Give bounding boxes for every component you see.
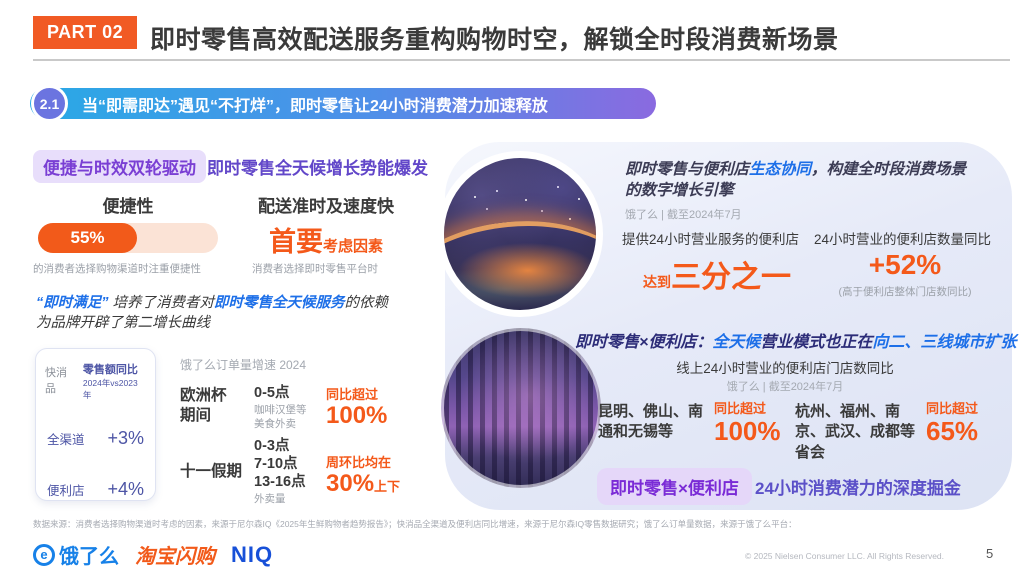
quote-text-1: 培养了消费者对: [108, 295, 215, 311]
headline-text: 即时零售与便利店: [625, 161, 750, 178]
conclusion-tag-text: 24小时消费潜力的深度掘金: [755, 479, 961, 498]
stat-col1-label: 提供24小时营业服务的便利店: [622, 232, 800, 247]
stat-block: 同比超过 65%: [926, 398, 978, 446]
order-growth-caption: 饿了么订单量增速 2024: [180, 358, 307, 372]
period-label: 欧洲杯 期间: [180, 387, 227, 425]
stat-label: 同比超过: [326, 387, 379, 402]
expansion-headline: 即时零售×便利店：全天候营业模式也正在向二、三线城市扩张: [575, 328, 1017, 352]
fmcg-row-label: 全渠道: [47, 433, 85, 447]
cities-group: 杭州、福州、南京、武汉、成都等省会: [795, 403, 916, 461]
part-badge: PART 02: [33, 16, 138, 49]
left-topic-badge: 便捷与时效双轮驱动: [33, 150, 206, 183]
cities-group: 昆明、佛山、南通和无锡等: [598, 403, 704, 441]
time-range: 0-3点 7-10点 13-16点: [254, 438, 306, 491]
eleme-logo-icon: e: [33, 543, 55, 566]
time-detail: 咖啡汉堡等 美食外卖: [254, 404, 307, 430]
stat-col2-label: 24小时营业的便利店数量同比: [814, 232, 992, 247]
data-source-note: 饿了么 | 截至2024年7月: [726, 381, 844, 393]
fmcg-metric-title: 零售额同比: [82, 364, 138, 376]
table-row: 便利店 +4%: [45, 479, 146, 500]
stat-big-value: 三分之一: [671, 261, 791, 294]
city-skyline-photo: [441, 328, 601, 488]
niq-logo: NIQ: [231, 541, 274, 567]
stat-value-number: 30%: [326, 470, 375, 497]
headline-text: 即时零售×便利店：: [575, 334, 713, 351]
delivery-stat-big: 首要: [268, 227, 323, 257]
highway-night-photo: [437, 151, 603, 317]
footer-logos: e 饿了么 淘宝闪购 NIQ: [33, 540, 273, 569]
stat-value: 100%: [326, 402, 388, 429]
table-row: 全渠道 +3%: [45, 428, 146, 449]
fmcg-row-label: 便利店: [47, 484, 85, 498]
data-source-note: 饿了么 | 截至2024年7月: [625, 209, 742, 221]
quote-line-2: 为品牌开辟了第二增长曲线: [36, 315, 210, 332]
insight-quote: “即时满足” 培养了消费者对即时零售全天候服务的依赖 为品牌开辟了第二增长曲线: [36, 293, 436, 334]
eleme-logo: e 饿了么: [33, 540, 119, 569]
left-headline: 即时零售全天候增长势能爆发: [207, 159, 428, 178]
stat-value: 65%: [926, 416, 979, 446]
stat-col2-note: (高于便利店整体门店数同比): [838, 286, 972, 298]
headline-highlight: 生态协同: [749, 161, 812, 178]
expansion-subtitle: 线上24小时营业的便利店门店数同比: [676, 361, 894, 376]
stat-label: 同比超过: [714, 401, 767, 416]
convenience-title: 便捷性: [102, 197, 154, 216]
stat-value-suffix: 上下: [374, 479, 401, 494]
headline-highlight: 向二、三线城市扩张: [872, 334, 1017, 351]
copyright-text: © 2025 Nielsen Consumer LLC. All Rights …: [745, 551, 945, 561]
fmcg-category: 快消品: [45, 367, 67, 395]
page-title: 即时零售高效配送服务重构购物时空，解锁全时段消费新场景: [150, 26, 839, 54]
stat-prefix: 达到: [643, 274, 671, 290]
fmcg-metric-period: 2024年vs2023年: [82, 378, 138, 400]
stat-value: 100%: [714, 416, 781, 446]
fmcg-row-value: +3%: [107, 428, 144, 448]
delivery-stat: 首要考虑因素: [240, 220, 412, 259]
section-title: 当“即需即达”遇见“不打烊”，即时零售让24小时消费潜力加速释放: [82, 97, 548, 115]
stat-block: 周环比均在 30%上下: [326, 452, 400, 497]
time-block: 0-3点 7-10点 13-16点 外卖量: [254, 437, 306, 507]
stat-label: 周环比均在: [326, 455, 392, 470]
delivery-caption: 消费者选择即时零售平台时: [252, 263, 378, 275]
convenience-progress-bar: 55%: [38, 223, 218, 253]
fmcg-row-value: +4%: [107, 479, 144, 499]
stat-col1-value: 达到三分之一: [622, 252, 812, 296]
ecosystem-headline: 即时零售与便利店生态协同，构建全时段消费场景的数字增长引擎: [625, 160, 977, 202]
footnote-source: 数据来源：消费者选择购物渠道时考虑的因素，来源于尼尔森IQ《2025年生鲜购物者…: [33, 519, 797, 529]
convenience-caption: 的消费者选择购物渠道时注重便捷性: [33, 263, 201, 275]
quote-text-2: 的依赖: [344, 295, 389, 311]
eleme-logo-text: 饿了么: [59, 546, 119, 568]
page-number: 5: [986, 546, 994, 561]
stat-col2-value: +52%: [868, 249, 942, 280]
stat-block: 同比超过 100%: [714, 398, 781, 446]
quote-highlight-1: “即时满足”: [36, 295, 109, 311]
delivery-stat-small: 考虑因素: [322, 238, 383, 255]
headline-text: ，构建全时段消费场景的数字增长引擎: [625, 161, 967, 199]
period-label: 十一假期: [180, 463, 243, 480]
stat-value: 30%上下: [326, 470, 401, 497]
quote-highlight-2: 即时零售全天候服务: [214, 295, 345, 311]
header-divider: [33, 59, 1010, 61]
section-number-badge: 2.1: [31, 85, 68, 122]
conclusion-tag-badge: 即时零售×便利店: [597, 468, 752, 505]
time-range: 0-5点: [254, 385, 290, 401]
time-block: 0-5点 咖啡汉堡等 美食外卖: [254, 384, 307, 431]
time-detail: 外卖量: [254, 493, 286, 506]
headline-text: 营业模式也正在: [760, 334, 873, 351]
fmcg-card-header: 快消品 零售额同比 2024年vs2023年: [45, 361, 146, 401]
headline-highlight: 全天候: [712, 334, 761, 351]
delivery-title: 配送准时及速度快: [258, 197, 394, 216]
stat-block: 同比超过 100%: [326, 384, 387, 429]
taobao-shangou-logo: 淘宝闪购: [135, 546, 215, 568]
stat-label: 同比超过: [926, 401, 979, 416]
fmcg-stats-card: 快消品 零售额同比 2024年vs2023年 全渠道 +3% 便利店 +4%: [35, 348, 156, 501]
convenience-progress-fill: 55%: [38, 223, 137, 253]
section-banner: 2.1 当“即需即达”遇见“不打烊”，即时零售让24小时消费潜力加速释放: [30, 85, 656, 122]
